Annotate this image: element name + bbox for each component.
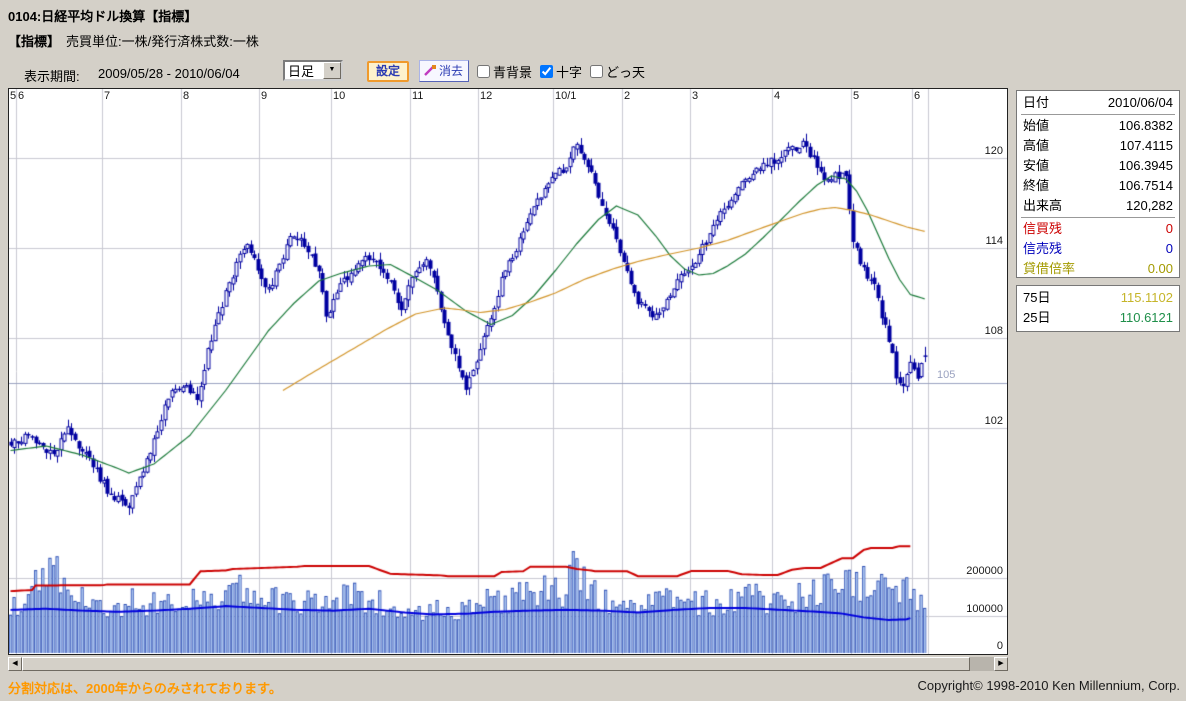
left-arrow-icon: ◀	[12, 660, 18, 667]
x-axis-label: 8	[183, 90, 190, 102]
erase-button[interactable]: 消去	[419, 60, 470, 82]
level-line-label: 105	[937, 369, 956, 381]
x-axis-label: 5	[853, 90, 860, 102]
instrument-info: 【指標】 売買単位:一株/発行済株式数:一株	[8, 31, 259, 50]
row-value: 0	[1165, 241, 1173, 256]
row-label: 25日	[1023, 310, 1051, 325]
right-arrow-icon: ▶	[998, 660, 1004, 667]
credit-row: 信売残 0	[1017, 239, 1179, 259]
price-axis-label: 114	[985, 235, 1003, 247]
row-label: 75日	[1023, 290, 1051, 305]
x-axis-label: 2	[624, 90, 631, 102]
price-row: 安値 106.3945	[1017, 156, 1179, 176]
toolbar-checkboxes: 青背景 十字 どっ天	[477, 62, 645, 81]
credit-rows: 信買残 0 信売残 0 貸借倍率 0.00	[1017, 219, 1179, 279]
checkbox-青背景[interactable]: 青背景	[477, 62, 532, 81]
row-value: 106.8382	[1118, 118, 1173, 133]
period-label: 表示期間:	[24, 69, 80, 84]
row-label: 出来高	[1023, 198, 1063, 213]
row-label: 信売残	[1023, 241, 1063, 256]
split-note: 分割対応は、2000年からのみされております。	[8, 681, 282, 696]
price-rows: 始値 106.8382 高値 107.4115 安値 106.3945 終値 106.7514…	[1017, 116, 1179, 216]
checkbox-label: どっ天	[606, 65, 646, 80]
ma-row: 75日 115.1102	[1017, 288, 1179, 308]
row-label: 貸借倍率	[1023, 261, 1076, 276]
volume-axis-label: 0	[996, 640, 1003, 652]
price-row: 終値 106.7514	[1017, 176, 1179, 196]
volume-axis-label: 100000	[966, 603, 1003, 615]
checkbox-input-0[interactable]	[477, 65, 490, 78]
row-value: 106.3945	[1118, 158, 1173, 173]
row-label: 日付	[1023, 95, 1050, 110]
x-axis-label: 11	[412, 90, 424, 102]
row-label: 信買残	[1023, 221, 1063, 236]
x-axis-label: 5	[10, 90, 17, 102]
row-value: 115.1102	[1120, 290, 1173, 305]
scrollbar-thumb[interactable]	[22, 657, 970, 671]
trendline-icon	[424, 65, 436, 76]
checkbox-input-2[interactable]	[590, 65, 604, 78]
row-value: 0	[1165, 221, 1173, 236]
price-row: 始値 106.8382	[1017, 116, 1179, 136]
chart-scrollbar[interactable]: ◀ ▶	[8, 657, 1008, 671]
row-value: 2010/06/04	[1107, 95, 1173, 110]
row-label: 終値	[1023, 178, 1050, 193]
x-axis-label: 4	[774, 90, 781, 102]
price-row: 高値 107.4115	[1017, 136, 1179, 156]
credit-row: 信買残 0	[1017, 219, 1179, 239]
checkbox-十字[interactable]: 十字	[540, 62, 582, 81]
quote-info-panel: 日付 2010/06/04 始値 106.8382 高値 107.4115 安値 106.…	[1016, 90, 1180, 278]
scroll-right-button[interactable]: ▶	[994, 657, 1008, 671]
row-label: 始値	[1023, 118, 1050, 133]
price-axis-label: 120	[984, 145, 1003, 157]
checkbox-label: 十字	[556, 65, 583, 80]
instrument-info-tag: 【指標】	[8, 34, 61, 49]
scroll-left-button[interactable]: ◀	[8, 657, 22, 671]
price-axis-label: 102	[984, 415, 1003, 427]
x-axis-label: 12	[480, 90, 493, 102]
row-label: 高値	[1023, 138, 1050, 153]
moving-average-panel: 75日 115.1102 25日 110.6121	[1016, 285, 1180, 332]
x-axis-label: 3	[692, 90, 699, 102]
credit-row: 貸借倍率 0.00	[1017, 259, 1179, 279]
divider	[1021, 114, 1175, 115]
date-row: 日付 2010/06/04	[1017, 93, 1179, 113]
x-axis-label: 6	[914, 90, 921, 102]
page-title: 0104:日経平均ドル換算【指標】	[8, 9, 198, 24]
timeframe-select-value: 日足	[288, 64, 315, 79]
row-value: 107.4115	[1119, 138, 1173, 153]
chart-panel: 5 6 7 8 9 10 11 12 10/1 2 3 4 5 6 120 114 108 102 200000 10…	[8, 88, 1008, 655]
row-value: 120,282	[1126, 198, 1173, 213]
x-axis-label: 10/1	[555, 90, 577, 102]
row-label: 安値	[1023, 158, 1050, 173]
ma-row: 25日 110.6121	[1017, 308, 1179, 328]
period-value: 2009/05/28 - 2010/06/04	[98, 66, 240, 81]
checkbox-input-1[interactable]	[540, 65, 554, 78]
chevron-down-icon[interactable]: ▼	[323, 62, 341, 79]
volume-axis-label: 200000	[966, 565, 1003, 577]
checkbox-どっ天[interactable]: どっ天	[590, 62, 645, 81]
x-axis-label: 6	[18, 90, 25, 102]
x-axis-label: 9	[261, 90, 268, 102]
price-axis-label: 108	[984, 325, 1003, 337]
price-row: 出来高 120,282	[1017, 196, 1179, 216]
settings-button[interactable]: 設定	[367, 61, 410, 82]
x-axis-label: 10	[333, 90, 346, 102]
row-value: 106.7514	[1118, 178, 1173, 193]
price-volume-chart[interactable]	[9, 89, 1007, 654]
instrument-info-text: 売買単位:一株/発行済株式数:一株	[66, 34, 259, 49]
row-value: 110.6121	[1119, 310, 1173, 325]
copyright: Copyright© 1998-2010 Ken Millennium, Cor…	[917, 678, 1181, 693]
row-value: 0.00	[1147, 261, 1173, 276]
erase-button-label: 消去	[439, 64, 464, 78]
timeframe-select[interactable]: 日足 ▼	[283, 60, 343, 81]
x-axis-label: 7	[104, 90, 111, 102]
divider	[1021, 217, 1175, 218]
checkbox-label: 青背景	[493, 65, 533, 80]
